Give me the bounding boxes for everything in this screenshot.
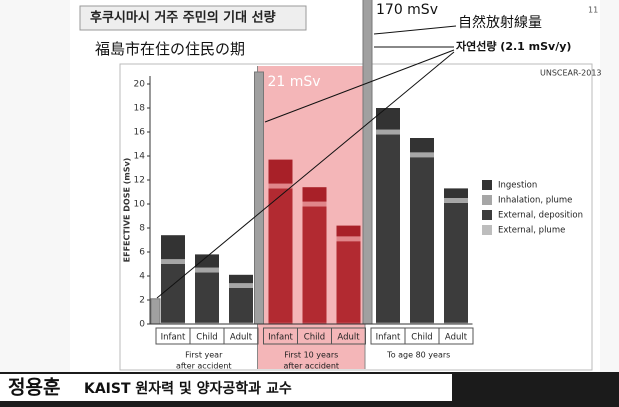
bar-segment [268, 322, 293, 324]
bar-segment [229, 322, 253, 324]
plot: 0 2 4 6 8 10 12 14 16 18 20 21 mSv 170 mSv Infant Chil… [134, 0, 583, 371]
y-tick-label: 10 [134, 200, 146, 210]
source: UNSCEAR-2013 [540, 69, 602, 78]
y-tick-label: 2 [139, 296, 145, 306]
bar-segment [376, 322, 400, 324]
bar-segment [161, 235, 185, 260]
bar-segment [302, 206, 327, 323]
page-number: 11 [588, 6, 598, 15]
x-tick-label: Adult [445, 333, 468, 343]
group-label: To age 80 years [386, 351, 450, 360]
group-label: First year [185, 351, 223, 360]
natural-bar [254, 71, 264, 325]
y-axis-label: EFFECTIVE DOSE (mSv) [123, 158, 132, 263]
bar-segment [444, 202, 468, 323]
x-tick-label: Child [304, 333, 325, 343]
bar-segment [195, 272, 219, 323]
bar-segment [229, 283, 253, 288]
bar-segment [336, 322, 361, 324]
group-label: First 10 years [284, 351, 338, 360]
bar-segment [229, 288, 253, 323]
legend-label: Inhalation, plume [498, 196, 572, 206]
bar-segment [410, 138, 434, 153]
note-jp: 自然放射線量 [458, 14, 542, 31]
natural-bar [150, 298, 161, 325]
y-tick-label: 16 [134, 128, 146, 138]
arrow [373, 25, 457, 35]
x-tick-label: Infant [161, 333, 186, 343]
group-label: after accident [176, 362, 232, 371]
bar-segment [229, 274, 253, 284]
legend-label: Ingestion [498, 181, 537, 191]
bar-segment [376, 108, 400, 130]
x-tick-label: Child [196, 333, 217, 343]
category-box [223, 327, 259, 345]
bar-segment [336, 236, 361, 242]
natural-label: 21 mSv [268, 74, 321, 90]
category-box [438, 327, 474, 345]
subtitle: 福島市在住の住民の期 [95, 40, 245, 58]
bar-segment [161, 322, 185, 324]
title-box [79, 5, 307, 31]
bar-segment [444, 322, 468, 324]
arrow [264, 49, 455, 123]
bar-segment [444, 188, 468, 198]
legend-label: External, plume [498, 226, 565, 236]
x-tick-label: Infant [376, 333, 401, 343]
bar-segment [376, 134, 400, 323]
bar-segment [268, 159, 293, 184]
bar-segment [268, 183, 293, 189]
group-label: after accident [283, 362, 339, 371]
y-tick-label: 6 [139, 248, 145, 258]
arrow [156, 51, 455, 299]
bar-segment [161, 264, 185, 323]
y-tick-label: 18 [134, 104, 146, 114]
bar-segment [444, 198, 468, 203]
x-tick-label: Adult [337, 333, 360, 343]
slide-title: 후쿠시마시 거주 주민의 기대 선량 [90, 10, 276, 26]
bar-segment [410, 322, 434, 324]
legend-swatch [482, 180, 492, 190]
bar-segment [336, 241, 361, 323]
y-tick-label: 0 [139, 320, 145, 330]
note-kr: 자연선량 (2.1 mSv/y) [456, 39, 571, 53]
legend-swatch [482, 210, 492, 220]
y-tick-label: 12 [134, 176, 145, 186]
bar-segment [302, 201, 327, 207]
legend-swatch [482, 225, 492, 235]
y-tick-label: 4 [139, 272, 145, 282]
bar-segment [302, 187, 327, 202]
caption-box [0, 374, 452, 401]
x-tick-label: Child [411, 333, 432, 343]
bar-segment [195, 267, 219, 273]
natural-bar [362, 0, 373, 325]
bar-segment [376, 129, 400, 135]
bar-segment [195, 322, 219, 324]
bar-segment [268, 188, 293, 323]
y-tick-label: 8 [139, 224, 145, 234]
y-tick-label: 20 [134, 80, 146, 90]
bar-segment [410, 152, 434, 158]
bar-segment [336, 225, 361, 237]
legend-label: External, deposition [498, 211, 583, 221]
y-tick-label: 14 [134, 152, 146, 162]
x-tick-label: Adult [230, 333, 253, 343]
caption-affiliation: KAIST 원자력 및 양자공학과 교수 [84, 380, 292, 397]
bar-segment [302, 322, 327, 324]
annotation-arrows [156, 25, 457, 299]
bar-segment [161, 259, 185, 264]
x-tick-label: Infant [268, 333, 293, 343]
category-box [331, 327, 366, 345]
caption-name: 정용훈 [8, 376, 60, 399]
bar-segment [410, 157, 434, 323]
bar-segment [195, 254, 219, 268]
legend-swatch [482, 195, 492, 205]
natural-label: 170 mSv [376, 2, 438, 18]
